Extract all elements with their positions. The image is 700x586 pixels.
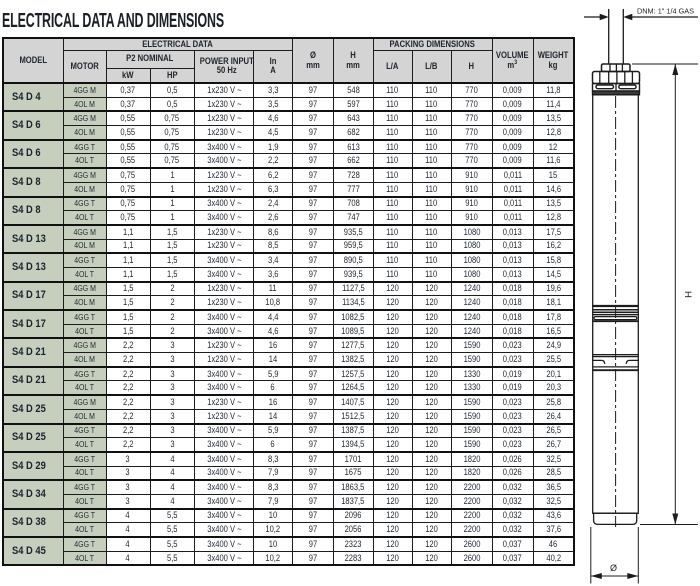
svg-text:H: H: [682, 291, 693, 298]
svg-text:Ø: Ø: [610, 563, 617, 573]
svg-text:DNM: 1" 1/4 GAS: DNM: 1" 1/4 GAS: [637, 7, 694, 16]
